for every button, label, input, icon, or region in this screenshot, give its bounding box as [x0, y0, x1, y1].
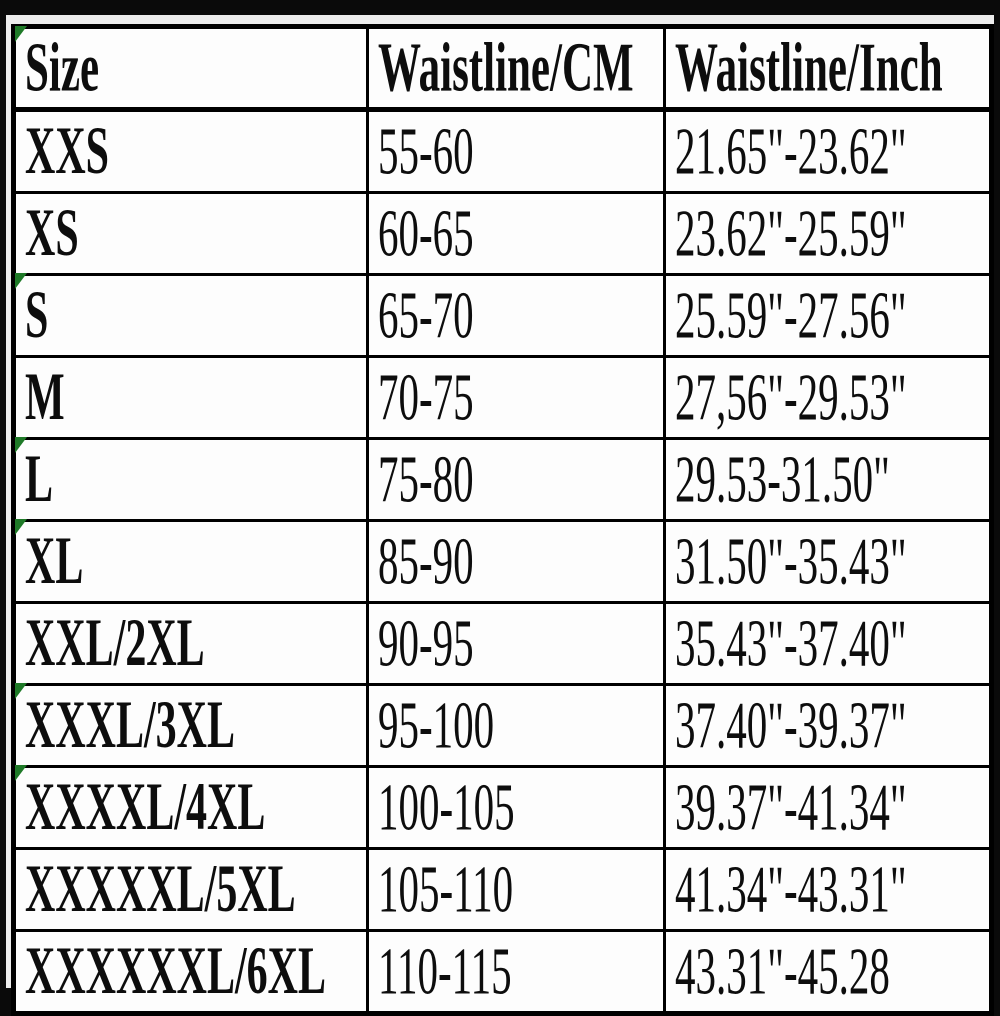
waistline-cm-cell: 110-115	[366, 929, 666, 1015]
table-row: XXS 55-60 21.65"-23.62"	[12, 108, 993, 194]
size-label: XXXL/3XL	[25, 688, 236, 763]
table-row: L 75-80 29.53-31.50"	[12, 437, 993, 522]
waistline-cm-cell: 100-105	[366, 765, 666, 850]
waistline-cm-value: 100-105	[378, 769, 515, 844]
waistline-inch-cell: 31.50"-35.43"	[663, 519, 993, 604]
waistline-inch-value: 23.62"-25.59"	[675, 195, 907, 270]
page-background: Size Waistline/CM Waistline/Inch XXS 55-6…	[6, 15, 994, 1016]
table-row: XXXL/3XL 95-100 37.40"-39.37"	[12, 683, 993, 768]
waistline-cm-value: 85-90	[378, 523, 474, 598]
waistline-inch-value: 43.31"-45.28	[675, 933, 890, 1008]
size-label: XS	[25, 196, 79, 271]
table-row: XXL/2XL 90-95 35.43"-37.40"	[12, 601, 993, 686]
waistline-cm-cell: 85-90	[366, 519, 666, 604]
waistline-inch-value: 35.43"-37.40"	[675, 605, 907, 680]
column-header-waistline-cm-label: Waistline/CM	[378, 29, 634, 107]
waistline-inch-value: 21.65"-23.62"	[675, 113, 907, 188]
waistline-inch-cell: 21.65"-23.62"	[663, 108, 993, 194]
column-header-waistline-cm: Waistline/CM	[366, 25, 666, 112]
waistline-inch-cell: 37.40"-39.37"	[663, 683, 993, 768]
waistline-cm-cell: 95-100	[366, 683, 666, 768]
waistline-cm-value: 90-95	[378, 605, 474, 680]
table-row: XXXXXXL/6XL 110-115 43.31"-45.28	[12, 929, 993, 1015]
waistline-cm-value: 65-70	[378, 277, 474, 352]
size-label: XXXXXXL/6XL	[25, 934, 327, 1009]
waistline-inch-value: 37.40"-39.37"	[675, 687, 907, 762]
size-cell: XXXXXXL/6XL	[12, 929, 369, 1015]
waistline-inch-cell: 23.62"-25.59"	[663, 191, 993, 276]
size-label: M	[25, 360, 65, 435]
waistline-cm-cell: 60-65	[366, 191, 666, 276]
size-cell: XL	[12, 519, 369, 604]
waistline-inch-cell: 27,56"-29.53"	[663, 355, 993, 440]
size-cell: S	[12, 273, 369, 358]
table-body: XXS 55-60 21.65"-23.62" XS 60-65 23.62"-25.59…	[12, 108, 993, 1015]
size-cell: XXXXL/4XL	[12, 765, 369, 850]
size-cell: XXXL/3XL	[12, 683, 369, 768]
size-cell: XS	[12, 191, 369, 276]
waistline-cm-cell: 70-75	[366, 355, 666, 440]
waistline-inch-cell: 35.43"-37.40"	[663, 601, 993, 686]
size-cell: M	[12, 355, 369, 440]
column-header-size-label: Size	[25, 29, 100, 107]
size-label: XXXXL/4XL	[25, 770, 266, 845]
waistline-inch-cell: 39.37"-41.34"	[663, 765, 993, 850]
waistline-inch-value: 29.53-31.50"	[675, 441, 890, 516]
size-label: S	[25, 278, 49, 353]
waistline-cm-value: 60-65	[378, 195, 474, 270]
column-header-waistline-inch-label: Waistline/Inch	[675, 29, 943, 107]
waistline-inch-value: 41.34"-43.31"	[675, 851, 907, 926]
table-row: XL 85-90 31.50"-35.43"	[12, 519, 993, 604]
waistline-inch-value: 27,56"-29.53"	[675, 359, 907, 434]
waistline-inch-value: 31.50"-35.43"	[675, 523, 907, 598]
size-cell: L	[12, 437, 369, 522]
size-cell: XXS	[12, 108, 369, 194]
table-row: S 65-70 25.59"-27.56"	[12, 273, 993, 358]
waistline-inch-cell: 41.34"-43.31"	[663, 847, 993, 932]
size-label: XXS	[25, 114, 110, 189]
waistline-cm-value: 55-60	[378, 113, 474, 188]
waistline-cm-cell: 105-110	[366, 847, 666, 932]
waistline-cm-value: 110-115	[378, 933, 512, 1008]
size-label: XXL/2XL	[25, 606, 205, 681]
table-row: XXXXXL/5XL 105-110 41.34"-43.31"	[12, 847, 993, 932]
size-cell: XXXXXL/5XL	[12, 847, 369, 932]
size-cell: XXL/2XL	[12, 601, 369, 686]
header-row: Size Waistline/CM Waistline/Inch	[12, 25, 993, 112]
table-row: XXXXL/4XL 100-105 39.37"-41.34"	[12, 765, 993, 850]
waistline-cm-cell: 90-95	[366, 601, 666, 686]
waistline-cm-cell: 55-60	[366, 108, 666, 194]
waistline-cm-value: 95-100	[378, 687, 495, 762]
waistline-cm-cell: 65-70	[366, 273, 666, 358]
waistline-cm-value: 70-75	[378, 359, 474, 434]
table-row: M 70-75 27,56"-29.53"	[12, 355, 993, 440]
column-header-size: Size	[12, 25, 369, 112]
waistline-inch-cell: 25.59"-27.56"	[663, 273, 993, 358]
size-label: L	[25, 442, 54, 517]
size-label: XXXXXL/5XL	[25, 852, 296, 927]
waistline-cm-value: 75-80	[378, 441, 474, 516]
waistline-inch-value: 25.59"-27.56"	[675, 277, 907, 352]
waistline-inch-cell: 43.31"-45.28	[663, 929, 993, 1015]
waistline-cm-value: 105-110	[378, 851, 514, 926]
waistline-inch-cell: 29.53-31.50"	[663, 437, 993, 522]
table-row: XS 60-65 23.62"-25.59"	[12, 191, 993, 276]
waistline-inch-value: 39.37"-41.34"	[675, 769, 907, 844]
size-chart-table: Size Waistline/CM Waistline/Inch XXS 55-6…	[11, 24, 994, 1016]
waistline-cm-cell: 75-80	[366, 437, 666, 522]
size-label: XL	[25, 524, 84, 599]
column-header-waistline-inch: Waistline/Inch	[663, 25, 993, 112]
